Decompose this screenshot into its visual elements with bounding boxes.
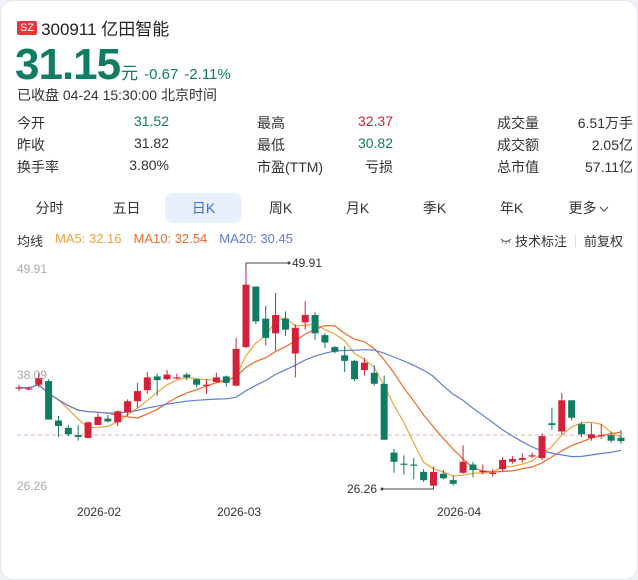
stat-label: 市盈(TTM) <box>257 159 324 175</box>
tab-6[interactable]: 年K <box>473 193 550 223</box>
annotate-button[interactable]: 技术标注 <box>500 231 567 250</box>
tab-5[interactable]: 季K <box>396 193 473 223</box>
price-change-pct: -2.11% <box>184 66 231 83</box>
market-status: 已收盘 04-24 15:30:00 北京时间 <box>17 87 217 103</box>
tab-4[interactable]: 月K <box>319 193 396 223</box>
svg-text:49.91: 49.91 <box>292 256 322 270</box>
tab-label: 月K <box>345 200 370 216</box>
stock-title: SZ 300911 亿田智能 <box>17 15 169 40</box>
chart-tools: 技术标注 前复权 <box>500 231 623 250</box>
current-price: 31.15 <box>15 40 121 89</box>
tab-3[interactable]: 周K <box>242 193 319 223</box>
x-label-mar: 2026-03 <box>217 505 262 519</box>
tab-label: 更多 <box>568 200 597 216</box>
tab-1[interactable]: 五日 <box>88 193 165 223</box>
stat-label: 成交量 <box>497 115 539 131</box>
stat-label: 最低 <box>257 137 285 153</box>
stats-row: 换手率 3.80% 市盈(TTM) 亏损 总市值 57.11亿 <box>17 157 633 179</box>
tab-label: 日K <box>191 200 216 216</box>
stat-value: 31.52 <box>133 113 169 129</box>
y-label-max: 49.91 <box>17 262 48 276</box>
x-label-apr: 2026-04 <box>437 505 482 519</box>
stat-value: 2.05亿 <box>591 137 633 153</box>
stat-value: 6.51万手 <box>577 115 633 131</box>
eye-closed-icon <box>500 238 512 244</box>
stock-code-name[interactable]: 300911 亿田智能 <box>41 20 170 39</box>
stat-label: 最高 <box>257 115 285 131</box>
x-label-feb: 2026-02 <box>77 505 122 519</box>
ma5-value: MA5: 32.16 <box>55 231 122 246</box>
ma-label: 均线 <box>17 234 44 249</box>
tab-label: 五日 <box>112 200 141 216</box>
y-label-min: 26.26 <box>17 479 48 493</box>
stat-value: 30.82 <box>357 135 393 151</box>
stats-grid: 今开 31.52 最高 32.37 成交量 6.51万手昨收 31.82 最低 30.82 成交额… <box>17 113 633 179</box>
stats-row: 昨收 31.82 最低 30.82 成交额 2.05亿 <box>17 135 633 157</box>
period-tabs: 分时 五日 日K 周K 月K 季K 年K 更多 <box>11 193 627 223</box>
stat-value: 亏损 <box>365 159 393 175</box>
stat-label: 换手率 <box>17 159 59 175</box>
price-unit: 元 <box>121 64 139 83</box>
adjust-button[interactable]: 前复权 <box>583 234 623 249</box>
stat-value: 32.37 <box>357 113 393 129</box>
stat-label: 昨收 <box>17 137 45 153</box>
tab-label: 季K <box>422 200 447 216</box>
annotate-label: 技术标注 <box>514 234 567 249</box>
tab-7[interactable]: 更多 <box>550 193 627 223</box>
stat-value: 31.82 <box>133 135 169 151</box>
ma10-value: MA10: 32.54 <box>133 231 208 246</box>
stat-label: 今开 <box>17 115 45 131</box>
kline-chart[interactable]: 49.91 26.26 <box>1 251 638 501</box>
price-row: 31.15 元 -0.67 -2.11% <box>15 41 231 89</box>
price-change: -0.67 <box>144 66 179 83</box>
divider <box>574 234 576 247</box>
tab-label: 年K <box>499 200 524 216</box>
tab-label: 周K <box>268 200 293 216</box>
ma-legend: 均线 MA5: 32.16 MA10: 32.54 MA20: 30.45 <box>17 231 293 250</box>
stat-value: 3.80% <box>129 157 169 173</box>
market-badge: SZ <box>17 20 38 35</box>
tab-label: 分时 <box>35 200 64 216</box>
chevron-down-icon <box>599 206 608 212</box>
stat-value: 57.11亿 <box>585 159 633 175</box>
stat-label: 成交额 <box>497 137 539 153</box>
stat-label: 总市值 <box>497 159 539 175</box>
tab-2[interactable]: 日K <box>165 193 242 223</box>
svg-text:26.26: 26.26 <box>347 482 377 496</box>
tab-0[interactable]: 分时 <box>11 193 88 223</box>
stats-row: 今开 31.52 最高 32.37 成交量 6.51万手 <box>17 113 633 135</box>
ma20-value: MA20: 30.45 <box>219 231 293 246</box>
